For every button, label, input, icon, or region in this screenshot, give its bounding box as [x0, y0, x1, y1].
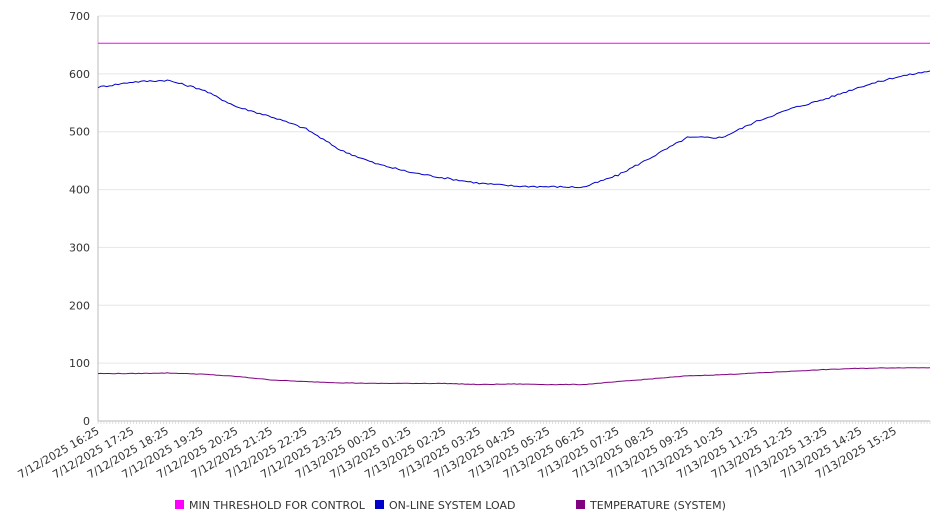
y-tick-label: 700 [69, 10, 90, 23]
y-tick-label: 500 [69, 126, 90, 139]
y-tick-label: 0 [83, 415, 90, 428]
x-tick-labels: 7/12/2025 16:257/12/2025 17:257/12/2025 … [16, 424, 899, 481]
legend-swatch-1 [375, 500, 384, 509]
legend-label-1: ON-LINE SYSTEM LOAD [389, 499, 515, 512]
series-line-2 [97, 367, 931, 386]
series-lines [97, 42, 931, 386]
series-line-1 [97, 70, 931, 189]
grid [98, 15, 930, 364]
legend: MIN THRESHOLD FOR CONTROL ON-LINE SYSTEM … [175, 499, 726, 512]
legend-label-2: TEMPERATURE (SYSTEM) [589, 499, 726, 512]
y-tick-label: 200 [69, 299, 90, 312]
y-tick-label: 100 [69, 357, 90, 370]
legend-swatch-0 [175, 500, 184, 509]
axes [97, 16, 931, 424]
y-tick-label: 600 [69, 68, 90, 81]
y-tick-label: 300 [69, 241, 90, 254]
y-tick-labels: 0 100 200 300 400 500 600 700 [69, 10, 90, 428]
y-tick-label: 400 [69, 184, 90, 197]
legend-swatch-2 [576, 500, 585, 509]
legend-label-0: MIN THRESHOLD FOR CONTROL [189, 499, 366, 512]
